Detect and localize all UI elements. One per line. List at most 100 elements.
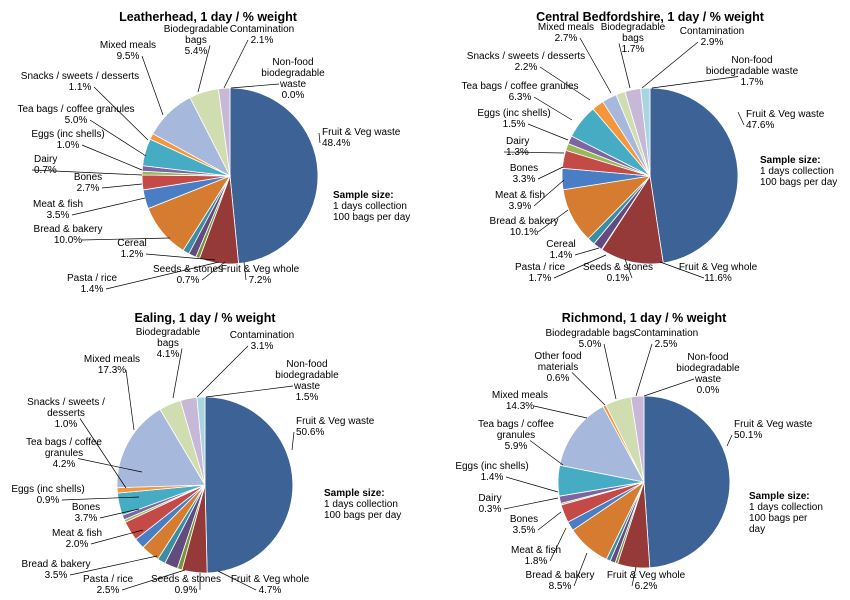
central-bedfordshire-pie-chart: Central Bedfordshire, 1 day / % weight Fr… xyxy=(461,10,837,284)
central-bedfordshire-leader-snacks-sweets-desserts xyxy=(539,66,591,101)
leatherhead-sample-note: Sample size: 1 days collection 100 bags pe… xyxy=(333,190,410,223)
central-bedfordshire-label-tea-bags-coffee-granules: Tea bags / coffee granules 6.3% xyxy=(461,81,578,103)
central-bedfordshire-leader-bones xyxy=(537,166,564,180)
leatherhead-leader-snacks-sweets-desserts xyxy=(93,86,149,141)
central-bedfordshire-label-bread-bakery: Bread & bakery 10.1% xyxy=(490,216,559,238)
leatherhead-label-meat-fish: Meat & fish 3.5% xyxy=(33,199,83,221)
central-bedfordshire-label-fruit-veg-waste: Fruit & Veg waste 47.6% xyxy=(746,109,825,131)
leatherhead-label-pasta-rice: Pasta / rice 1.4% xyxy=(67,273,117,295)
leatherhead-leader-eggs-inc-shells xyxy=(81,144,143,171)
central-bedfordshire-label-fruit-veg-whole: Fruit & Veg whole 11.6% xyxy=(679,262,758,284)
ealing-leader-snacks-sweets-desserts xyxy=(79,418,127,489)
ealing-label-contamination: Contamination 3.1% xyxy=(230,330,294,352)
leatherhead-leader-biodegradable-bags xyxy=(197,45,211,93)
richmond-leader-dairy xyxy=(503,497,559,510)
ealing-label-bones: Bones 3.7% xyxy=(72,502,100,524)
central-bedfordshire-leader-tea-bags-coffee-granules xyxy=(533,96,573,121)
leatherhead-leader-tea-bags-coffee-granules xyxy=(89,119,147,157)
richmond-leader-contamination xyxy=(635,343,653,397)
leatherhead-label-fruit-veg-whole: Fruit & Veg whole 7.2% xyxy=(221,264,300,286)
richmond-label-non-food-biodegradable-waste: Non-food biodegradable waste 0.0% xyxy=(676,352,740,396)
richmond-leader-bones xyxy=(537,511,562,531)
richmond-slice-fruit-veg-waste xyxy=(643,395,731,569)
leatherhead-leader-pasta-rice xyxy=(105,261,220,290)
ealing-chart-title: Ealing, 1 day / % weight xyxy=(134,311,276,325)
richmond-leader-eggs-inc-shells xyxy=(505,476,559,493)
leatherhead-label-fruit-veg-waste: Fruit & Veg waste 48.4% xyxy=(322,127,401,149)
richmond-leader-meat-fish xyxy=(549,527,567,562)
leatherhead-slice-contamination xyxy=(217,87,231,177)
ealing-label-non-food-biodegradable-waste: Non-food biodegradable waste 1.5% xyxy=(275,359,339,403)
leatherhead-leader-meat-fish xyxy=(71,197,146,216)
central-bedfordshire-slice-fruit-veg-waste xyxy=(649,87,739,264)
ealing-label-eggs-inc-shells: Eggs (inc shells) 0.9% xyxy=(11,484,84,506)
ealing-leader-meat-fish xyxy=(90,529,144,545)
central-bedfordshire-leader-non-food-biodegradable-waste xyxy=(651,76,739,89)
central-bedfordshire-leader-fruit-veg-whole xyxy=(659,261,705,279)
central-bedfordshire-label-pasta-rice: Pasta / rice 1.7% xyxy=(515,262,565,284)
leatherhead-leader-cereal xyxy=(145,253,216,261)
leatherhead-leader-mixed-meals xyxy=(141,55,164,116)
leatherhead-leader-fruit-veg-whole xyxy=(243,261,247,281)
leatherhead-slice-fruit-veg-waste xyxy=(229,87,319,265)
ealing-leader-contamination xyxy=(196,345,249,398)
central-bedfordshire-label-biodegradable-bags: Biodegradable bags 1.7% xyxy=(601,22,666,55)
leatherhead-label-eggs-inc-shells: Eggs (inc shells) 1.0% xyxy=(31,129,104,151)
ealing-label-fruit-veg-waste: Fruit & Veg waste 50.6% xyxy=(296,416,375,438)
leatherhead-chart-title: Leatherhead, 1 day / % weight xyxy=(119,10,298,24)
central-bedfordshire-leader-eggs-inc-shells xyxy=(527,123,569,141)
richmond-leader-fruit-veg-waste xyxy=(726,434,733,447)
central-bedfordshire-label-mixed-meals: Mixed meals 2.7% xyxy=(538,22,594,44)
central-bedfordshire-leader-pasta-rice xyxy=(553,254,607,279)
leatherhead-label-non-food-biodegradable-waste: Non-food biodegradable waste 0.0% xyxy=(261,57,325,101)
central-bedfordshire-label-meat-fish: Meat & fish 3.9% xyxy=(495,190,545,212)
ealing-label-snacks-sweets-desserts: Snacks / sweets / desserts 1.0% xyxy=(27,397,105,430)
leatherhead-label-mixed-meals: Mixed meals 9.5% xyxy=(100,40,156,62)
leatherhead-label-bones: Bones 2.7% xyxy=(74,172,102,194)
ealing-leader-eggs-inc-shells xyxy=(61,496,140,501)
ealing-label-meat-fish: Meat & fish 2.0% xyxy=(52,528,102,550)
leatherhead-label-dairy: Dairy 0.7% xyxy=(34,154,57,176)
leatherhead-leader-bones xyxy=(101,183,143,189)
central-bedfordshire-leader-bread-bakery xyxy=(537,209,569,233)
leatherhead-label-bread-bakery: Bread & bakery 10.0% xyxy=(34,224,103,246)
richmond-label-fruit-veg-whole: Fruit & Veg whole 6.2% xyxy=(607,570,686,592)
ealing-leader-pasta-rice xyxy=(121,569,186,591)
ealing-label-biodegradable-bags: Biodegradable bags 4.1% xyxy=(136,327,201,360)
richmond-label-eggs-inc-shells: Eggs (inc shells) 1.4% xyxy=(455,461,528,483)
ealing-leader-mixed-meals xyxy=(125,369,135,431)
richmond-pie-chart: Richmond, 1 day / % weight Fruit & Veg wa… xyxy=(455,311,823,592)
richmond-leader-bread-bakery xyxy=(573,552,588,587)
ealing-slice-fruit-veg-waste xyxy=(204,396,294,574)
ealing-leader-bread-bakery xyxy=(69,555,158,576)
ealing-label-fruit-veg-whole: Fruit & Veg whole 4.7% xyxy=(231,574,310,596)
ealing-leader-biodegradable-bags xyxy=(172,348,183,399)
richmond-label-contamination: Contamination 2.5% xyxy=(634,328,698,350)
richmond-leader-mixed-meals xyxy=(533,405,588,419)
richmond-slice-contamination xyxy=(630,395,645,483)
leatherhead-leader-dairy xyxy=(31,169,143,176)
leatherhead-leader-contamination xyxy=(223,39,249,89)
richmond-leader-biodegradable-bags xyxy=(603,343,617,400)
ealing-label-bread-bakery: Bread & bakery 3.5% xyxy=(22,559,91,581)
leatherhead-leader-non-food-biodegradable-waste xyxy=(230,83,280,89)
ealing-leader-fruit-veg-whole xyxy=(217,570,257,591)
ealing-slice-non-food-biodegradable-waste xyxy=(196,396,206,486)
central-bedfordshire-slice-non-food-biodegradable-waste xyxy=(640,87,651,177)
leatherhead-leader-bread-bakery xyxy=(81,237,171,241)
central-bedfordshire-label-seeds-stones: Seeds & stones 0.1% xyxy=(583,262,653,284)
richmond-label-bread-bakery: Bread & bakery 8.5% xyxy=(526,570,595,592)
ealing-pie-chart: Ealing, 1 day / % weight Fruit & Veg wast… xyxy=(11,311,401,596)
leatherhead-label-cereal: Cereal 1.2% xyxy=(117,238,146,260)
richmond-label-fruit-veg-waste: Fruit & Veg waste 50.1% xyxy=(734,419,813,441)
richmond-leader-non-food-biodegradable-waste xyxy=(643,378,695,397)
central-bedfordshire-label-dairy: Dairy 1.3% xyxy=(506,136,529,158)
richmond-label-meat-fish: Meat & fish 1.8% xyxy=(511,545,561,567)
central-bedfordshire-chart-title: Central Bedfordshire, 1 day / % weight xyxy=(536,10,765,24)
richmond-leader-tea-bags-coffee-granules xyxy=(529,440,564,466)
leatherhead-pie-chart: Leatherhead, 1 day / % weight Fruit & Veg… xyxy=(17,10,410,295)
richmond-leader-other-food-materials xyxy=(571,372,606,406)
central-bedfordshire-label-cereal: Cereal 1.4% xyxy=(546,239,575,261)
ealing-leader-non-food-biodegradable-waste xyxy=(205,385,294,398)
